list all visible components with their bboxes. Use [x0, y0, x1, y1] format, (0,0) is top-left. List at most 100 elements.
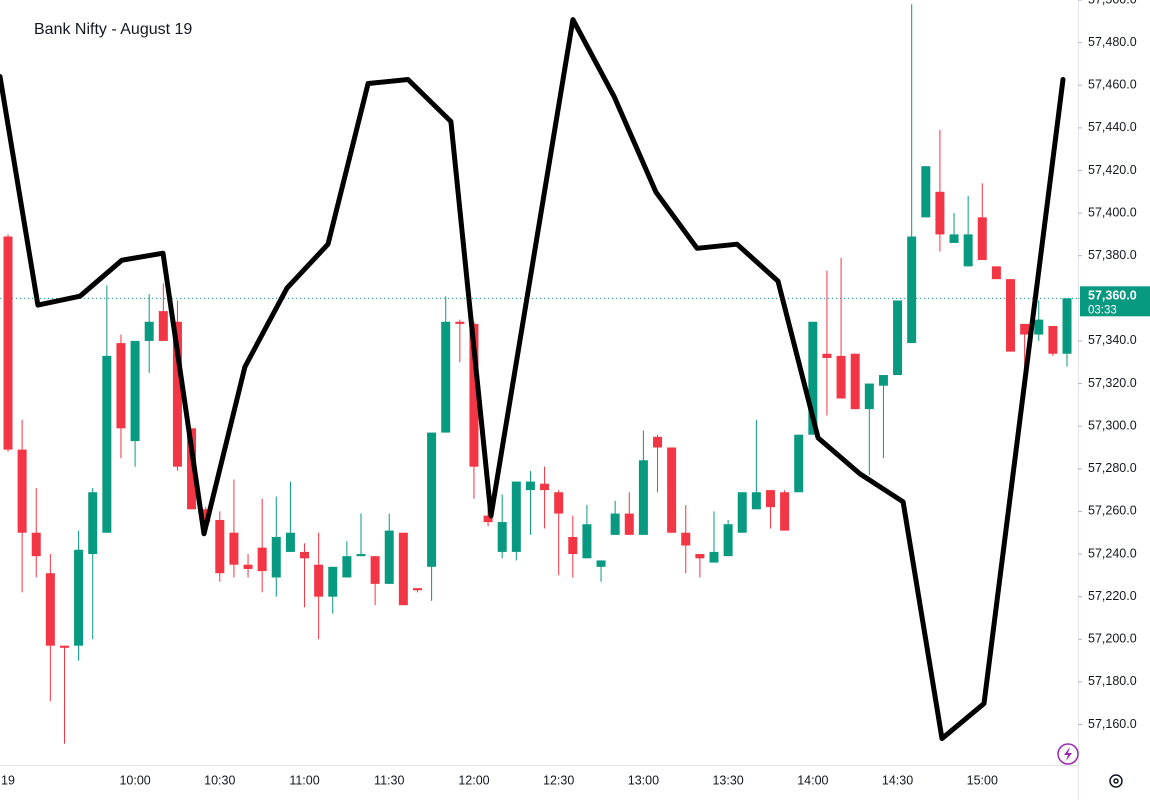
x-tick-label: 13:00 — [628, 773, 659, 787]
candle-body — [130, 340, 140, 442]
candle-body — [667, 447, 677, 533]
x-tick-label: 14:30 — [882, 773, 913, 787]
x-tick-label: 11:00 — [289, 773, 319, 787]
x-tick-label: 10:30 — [204, 773, 235, 787]
candle-body — [1048, 326, 1058, 354]
candle-body — [794, 434, 804, 493]
x-tick-label: 14:00 — [797, 773, 828, 787]
candle-body — [836, 355, 846, 399]
candle-body — [935, 191, 945, 235]
lightning-icon[interactable] — [1057, 743, 1079, 765]
candle-body — [469, 323, 479, 467]
candle-body — [907, 236, 917, 344]
candle-body — [624, 513, 634, 535]
candle-body — [342, 556, 352, 578]
candle-body — [314, 564, 324, 597]
candle-body — [878, 375, 888, 386]
y-tick-label: 57,220.0 — [1088, 589, 1137, 603]
candle-body — [864, 383, 874, 410]
candle-body — [215, 519, 225, 574]
candle-body — [554, 492, 564, 514]
candle-body — [1062, 298, 1072, 354]
y-tick-label: 57,260.0 — [1088, 504, 1137, 518]
x-tick-label: 12:30 — [543, 773, 574, 787]
candle-body — [723, 524, 733, 557]
candle-body — [497, 522, 507, 552]
candle-body — [893, 300, 903, 376]
candle-body — [17, 449, 27, 533]
last-price-badge — [1080, 286, 1150, 317]
candle-body — [610, 513, 620, 535]
plot — [0, 4, 1078, 744]
y-tick-label: 57,240.0 — [1088, 546, 1137, 560]
candle-body — [300, 551, 310, 559]
y-tick-label: 57,460.0 — [1088, 78, 1137, 92]
candle-body — [963, 234, 973, 267]
y-tick-label: 57,160.0 — [1088, 717, 1137, 731]
candle-body — [540, 483, 550, 491]
candle-body — [45, 573, 55, 646]
candle-body — [328, 566, 338, 597]
x-tick-label: 19 — [1, 773, 15, 787]
candle-body — [681, 532, 691, 546]
chart-title: Bank Nifty - August 19 — [34, 21, 192, 38]
candle-body — [398, 532, 408, 606]
y-tick-label: 57,320.0 — [1088, 376, 1137, 390]
x-tick-label: 15:00 — [967, 773, 998, 787]
settings-icon[interactable] — [1109, 774, 1123, 788]
y-tick-label: 57,420.0 — [1088, 163, 1137, 177]
candle-body — [88, 492, 98, 555]
candle-body — [780, 492, 790, 531]
candle-body — [243, 564, 253, 569]
candle-body — [229, 532, 239, 565]
candle-body — [3, 236, 13, 450]
candle-body — [31, 532, 41, 557]
candle-body — [525, 481, 535, 491]
candle-body — [59, 645, 69, 648]
candle-body — [568, 536, 578, 555]
x-tick-label: 10:00 — [119, 773, 150, 787]
y-tick-label: 57,440.0 — [1088, 120, 1137, 134]
candle-body — [765, 490, 775, 508]
x-tick-label: 13:30 — [712, 773, 743, 787]
candle-body — [582, 524, 592, 559]
candle-body — [187, 428, 197, 510]
candle-body — [949, 234, 959, 243]
candle-body — [370, 556, 380, 584]
last-price-label: 57,360.0 — [1088, 289, 1137, 303]
y-tick-label: 57,380.0 — [1088, 248, 1137, 262]
candle-body — [653, 436, 663, 448]
candle-body — [356, 554, 366, 557]
candle-body — [172, 321, 182, 467]
candle-body — [850, 353, 860, 410]
y-tick-label: 57,480.0 — [1088, 35, 1137, 49]
x-tick-label: 12:00 — [458, 773, 489, 787]
candle-body — [116, 343, 126, 429]
candle-body — [144, 321, 154, 341]
candle-body — [201, 509, 211, 523]
y-tick-label: 57,400.0 — [1088, 205, 1137, 219]
candle-body — [158, 311, 168, 341]
candle-body — [709, 551, 719, 563]
candle-body — [1034, 319, 1044, 335]
candle-body — [102, 355, 112, 533]
y-tick-label: 57,180.0 — [1088, 674, 1137, 688]
candle-body — [977, 217, 987, 260]
candle-body — [511, 481, 521, 552]
candle-body — [427, 432, 437, 567]
candle-body — [74, 549, 84, 646]
candle-body — [1020, 323, 1030, 335]
candle-body — [596, 560, 606, 567]
y-tick-label: 57,300.0 — [1088, 418, 1137, 432]
candle-body — [483, 515, 493, 523]
candle-body — [257, 547, 267, 572]
overlay-line — [0, 17, 1066, 742]
candle-body — [384, 530, 394, 584]
candle-body — [285, 532, 295, 552]
y-tick-label: 57,340.0 — [1088, 333, 1137, 347]
y-tick-label: 57,500.0 — [1088, 0, 1137, 6]
candle-body — [1006, 279, 1016, 352]
candle-body — [441, 321, 451, 433]
